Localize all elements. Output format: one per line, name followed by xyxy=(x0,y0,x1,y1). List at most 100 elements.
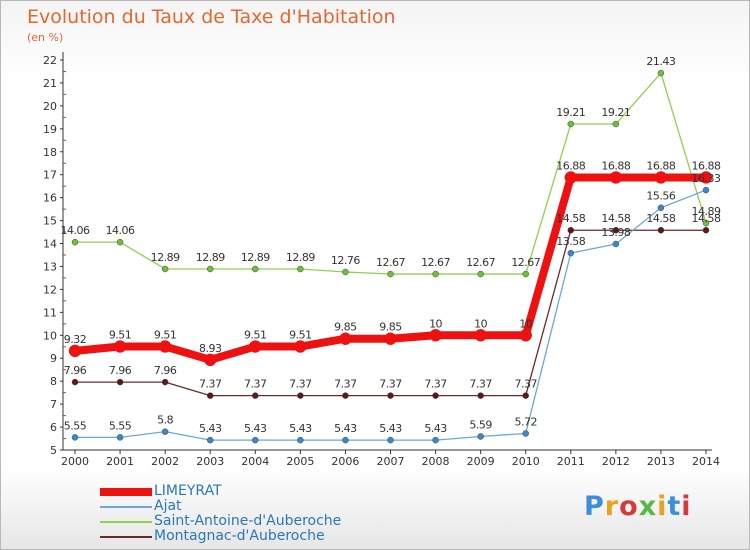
data-label: 5.43 xyxy=(334,422,357,435)
data-label: 12.67 xyxy=(376,256,405,269)
y-tick-label: 9 xyxy=(50,352,57,365)
data-point xyxy=(71,238,79,246)
data-label: 12.89 xyxy=(241,251,270,264)
data-point xyxy=(522,430,529,437)
data-label: 7.37 xyxy=(469,378,492,391)
data-label: 9.51 xyxy=(109,329,132,342)
data-label: 12.76 xyxy=(331,254,360,267)
data-point xyxy=(702,226,710,234)
data-point xyxy=(657,204,665,211)
data-point xyxy=(68,344,82,358)
data-label: 19.21 xyxy=(556,106,585,119)
y-tick-label: 6 xyxy=(50,421,57,434)
y-tick-label: 15 xyxy=(43,215,57,228)
data-point xyxy=(654,171,668,184)
data-point xyxy=(477,433,484,440)
data-point xyxy=(161,265,169,273)
data-label: 14.89 xyxy=(692,205,721,218)
data-point xyxy=(252,436,259,444)
data-label: 7.37 xyxy=(289,378,312,391)
x-tick-label: 2001 xyxy=(106,455,134,468)
data-label: 16.33 xyxy=(692,172,721,185)
x-tick-label: 2003 xyxy=(196,455,224,468)
y-tick-label: 13 xyxy=(43,260,57,273)
data-point xyxy=(342,268,349,276)
legend-label: Ajat xyxy=(154,498,182,514)
x-tick-label: 2012 xyxy=(602,455,630,468)
data-label: 7.37 xyxy=(424,378,447,391)
data-point xyxy=(522,392,529,399)
data-point xyxy=(612,240,620,248)
data-label: 5.43 xyxy=(199,422,222,435)
y-tick-label: 16 xyxy=(43,192,57,205)
data-point xyxy=(71,434,79,441)
data-label: 7.37 xyxy=(244,378,267,391)
data-label: 14.58 xyxy=(556,212,585,225)
x-tick-label: 2002 xyxy=(151,455,179,468)
data-point xyxy=(567,226,575,234)
data-point xyxy=(342,392,349,399)
data-point xyxy=(612,226,620,234)
data-label: 14.58 xyxy=(646,212,675,225)
data-point xyxy=(297,265,304,273)
data-point xyxy=(203,353,217,367)
data-label: 14.58 xyxy=(601,212,630,225)
data-point xyxy=(294,340,307,353)
legend-label: Saint-Antoine-d'Auberoche xyxy=(154,513,342,529)
y-tick-label: 5 xyxy=(50,444,57,457)
data-label: 16.88 xyxy=(692,159,721,172)
data-point xyxy=(249,340,262,353)
data-point xyxy=(384,332,397,345)
y-tick-label: 8 xyxy=(50,375,57,388)
data-label: 5.59 xyxy=(469,418,492,431)
data-label: 13.98 xyxy=(601,226,630,239)
data-point xyxy=(387,392,394,399)
y-tick-label: 14 xyxy=(43,238,57,251)
x-tick-label: 2010 xyxy=(512,455,540,468)
data-point xyxy=(477,392,484,399)
data-label: 13.58 xyxy=(556,235,585,248)
data-point xyxy=(567,249,575,257)
data-point xyxy=(113,340,127,353)
data-point xyxy=(161,378,169,386)
data-label: 14.58 xyxy=(692,212,721,225)
legend-label: LIMEYRAT xyxy=(154,483,222,499)
data-point xyxy=(522,270,529,278)
y-tick-label: 11 xyxy=(43,306,57,319)
x-tick-label: 2013 xyxy=(647,455,675,468)
x-tick-label: 2008 xyxy=(422,455,450,468)
x-tick-label: 2009 xyxy=(467,455,495,468)
data-point xyxy=(116,238,124,246)
data-label: 7.96 xyxy=(109,364,132,377)
data-point xyxy=(206,436,214,444)
proxiti-logo: Proxiti xyxy=(584,491,692,522)
data-label: 15.56 xyxy=(646,190,675,203)
y-tick-label: 12 xyxy=(43,283,57,296)
data-label: 12.89 xyxy=(151,251,180,264)
data-point xyxy=(206,265,214,273)
data-label: 9.51 xyxy=(244,329,267,342)
data-point xyxy=(116,378,124,386)
data-point xyxy=(432,270,439,278)
data-label: 9.51 xyxy=(154,329,177,342)
data-point xyxy=(252,265,259,273)
legend-swatch xyxy=(100,521,152,523)
data-label: 16.88 xyxy=(646,159,675,172)
y-tick-label: 21 xyxy=(43,77,57,90)
legend-swatch xyxy=(100,488,152,496)
x-tick-label: 2000 xyxy=(61,455,89,468)
data-point xyxy=(432,436,439,444)
data-point xyxy=(702,219,710,227)
data-point xyxy=(429,329,442,342)
x-tick-label: 2004 xyxy=(241,455,269,468)
data-label: 12.89 xyxy=(286,251,315,264)
data-label: 7.96 xyxy=(64,364,87,377)
data-label: 5.72 xyxy=(514,415,537,428)
data-point xyxy=(387,270,394,278)
data-point xyxy=(342,436,349,444)
data-label: 14.06 xyxy=(106,224,135,237)
data-label: 19.21 xyxy=(601,106,630,119)
data-point xyxy=(71,378,79,386)
